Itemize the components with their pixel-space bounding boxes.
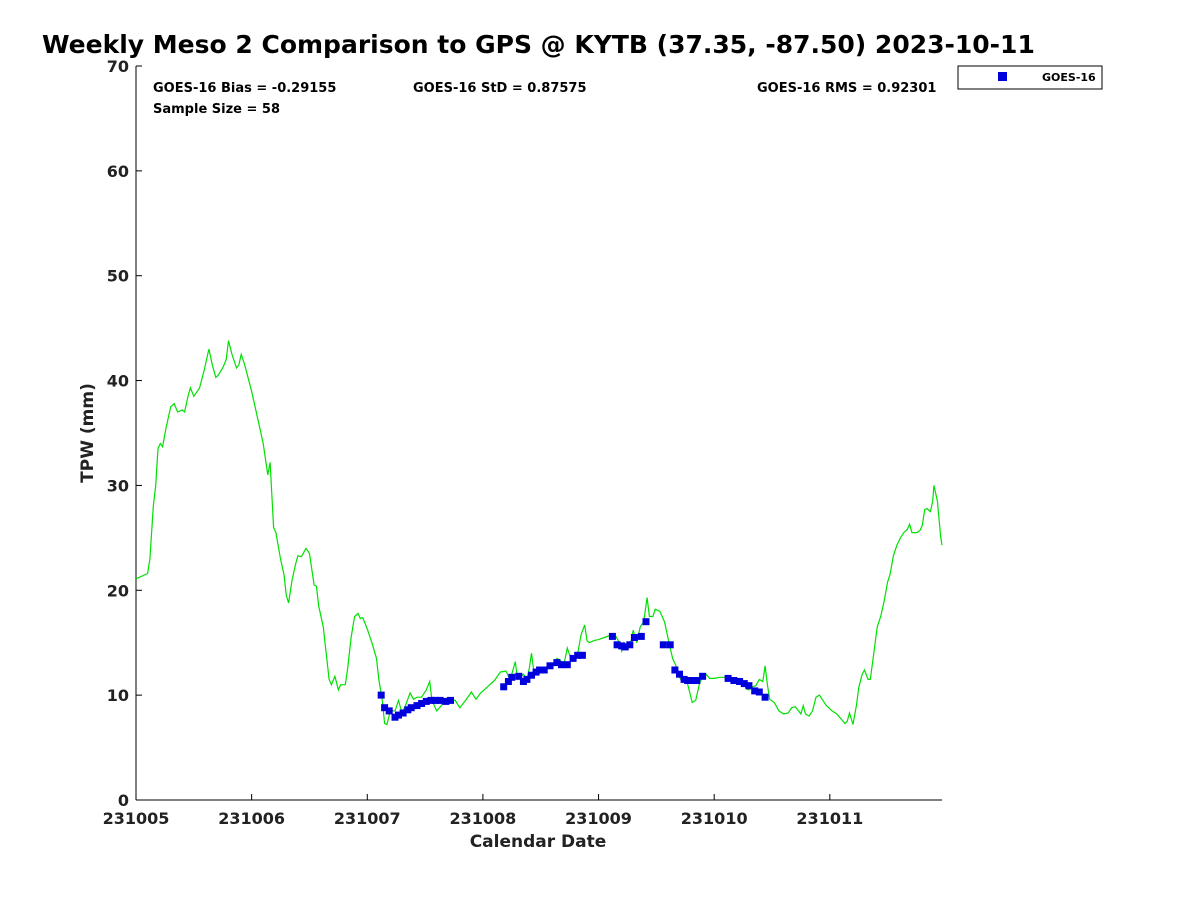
- goes16-point: [666, 641, 674, 649]
- x-tick-label: 231007: [334, 809, 401, 828]
- goes16-point: [642, 618, 650, 626]
- goes16-point: [528, 671, 535, 679]
- goes16-point: [447, 696, 454, 704]
- sample-size-stat: Sample Size = 58: [153, 102, 280, 117]
- gps-tpw-line: [135, 340, 943, 726]
- goes16-point: [637, 632, 645, 640]
- goes16-point: [377, 691, 385, 699]
- bias-stat: GOES-16 Bias = -0.29155: [153, 81, 336, 96]
- x-tick-label: 231008: [450, 809, 517, 828]
- goes16-point: [659, 641, 667, 649]
- legend: GOES-16: [957, 65, 1103, 90]
- goes16-series: [377, 618, 769, 721]
- goes16-point: [745, 682, 753, 690]
- y-tick-label: 10: [107, 686, 129, 705]
- goes16-point: [504, 678, 512, 685]
- goes16-point: [442, 697, 450, 705]
- goes16-point: [688, 677, 696, 684]
- goes16-point: [621, 643, 629, 651]
- rms-stat: GOES-16 RMS = 0.92301: [757, 81, 936, 96]
- legend-box: [957, 65, 1103, 90]
- goes16-point: [724, 674, 732, 682]
- x-tick-labels: 231005 231006 231007 231008 231009 231010 2310…: [103, 809, 864, 828]
- goes16-point: [385, 707, 393, 715]
- goes16-point: [684, 677, 692, 684]
- goes16-point: [676, 670, 683, 678]
- goes16-point: [422, 697, 430, 705]
- goes16-point: [407, 704, 415, 712]
- chart-title: Weekly Meso 2 Comparison to GPS @ KYTB (…: [42, 30, 1035, 59]
- goes16-point: [671, 666, 679, 674]
- goes16-point: [608, 632, 616, 640]
- goes16-point: [626, 641, 634, 649]
- goes16-point: [578, 651, 586, 659]
- goes16-point: [546, 662, 554, 670]
- goes16-point: [740, 680, 748, 688]
- x-tick-label: 231006: [218, 809, 285, 828]
- goes16-point: [569, 654, 577, 662]
- goes16-point: [508, 673, 516, 681]
- goes16-point: [413, 702, 421, 710]
- goes16-point: [515, 672, 523, 680]
- gps-series: [135, 340, 943, 726]
- goes16-point: [699, 672, 707, 680]
- goes16-point: [755, 688, 763, 696]
- y-tick-label: 50: [107, 267, 129, 286]
- x-tick-label: 231011: [796, 809, 863, 828]
- goes16-point: [613, 641, 621, 649]
- goes16-point: [436, 696, 444, 704]
- tick-marks: [135, 65, 942, 801]
- goes16-point: [395, 711, 402, 719]
- y-tick-label: 70: [107, 57, 129, 76]
- goes16-point: [730, 677, 738, 684]
- goes16-point: [630, 634, 638, 641]
- goes16-point: [381, 704, 389, 712]
- y-tick-label: 30: [107, 476, 129, 495]
- goes16-point: [418, 700, 426, 707]
- goes16-point: [523, 675, 531, 683]
- x-axis-label: Calendar Date: [470, 832, 607, 852]
- x-tick-label: 231009: [565, 809, 632, 828]
- goes16-point: [574, 651, 582, 659]
- legend-marker-goes16: [998, 72, 1007, 81]
- goes16-point: [427, 696, 435, 704]
- goes16-point: [563, 661, 571, 669]
- y-tick-label: 20: [107, 581, 129, 600]
- goes16-point: [540, 666, 548, 674]
- y-tick-label: 40: [107, 372, 129, 391]
- goes16-point: [761, 693, 769, 701]
- goes16-point: [399, 709, 407, 717]
- goes16-point: [536, 666, 544, 674]
- y-axis-label: TPW (mm): [78, 383, 98, 483]
- legend-label-goes16: GOES-16: [1042, 71, 1096, 84]
- std-stat: GOES-16 StD = 0.87575: [413, 81, 587, 96]
- goes16-point: [558, 661, 565, 669]
- y-tick-label: 60: [107, 162, 129, 181]
- y-tick-label: 0: [118, 791, 129, 810]
- goes16-point: [432, 696, 439, 704]
- goes16-point: [736, 678, 744, 685]
- goes16-point: [693, 677, 701, 684]
- goes16-point: [553, 659, 561, 667]
- goes16-point: [500, 683, 508, 691]
- x-tick-label: 231010: [681, 809, 748, 828]
- goes16-point: [751, 687, 759, 695]
- x-tick-label: 231005: [103, 809, 170, 828]
- plot-frame: [136, 66, 942, 800]
- y-tick-labels: 0 10 20 30 40 50 60 70: [107, 57, 129, 810]
